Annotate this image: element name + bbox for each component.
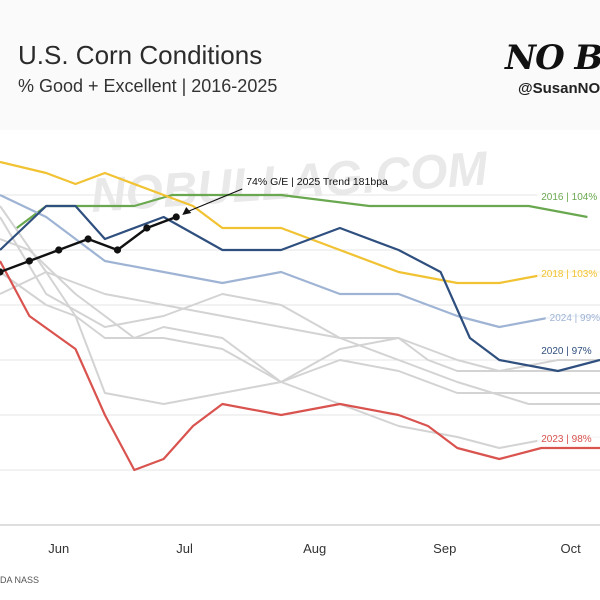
current-year-point <box>172 213 180 221</box>
social-handle: @SusanNO <box>518 80 600 97</box>
series-label-bg <box>537 267 600 281</box>
historical-series-line <box>0 216 600 405</box>
series-label-bg <box>537 344 600 358</box>
series-label-bg <box>545 311 600 325</box>
annotation-label: 74% G/E | 2025 Trend 181bpa <box>246 176 388 188</box>
brand-logo: NO B <box>505 38 600 78</box>
x-axis-ticks: Jun Jul Aug Sep Oct <box>48 541 581 556</box>
current-year-point <box>0 268 4 276</box>
series-line <box>0 204 600 373</box>
series-label: 2023 | 98% <box>541 434 592 445</box>
series-line <box>0 160 600 285</box>
series-labels: 2016 | 104% 2018 | 103% 2024 | 99% 2020 | 9… <box>537 190 600 446</box>
series-label: 2024 | 99% <box>550 313 600 324</box>
series-line <box>0 260 600 472</box>
series-label-bg <box>537 190 600 204</box>
historical-series-line <box>0 238 600 394</box>
series-label: 2020 | 97% <box>541 346 592 357</box>
historical-series-line <box>0 271 600 405</box>
series-line <box>0 194 600 329</box>
x-tick-label: Jul <box>176 541 193 556</box>
series-label: 2016 | 104% <box>541 192 597 203</box>
historical-series-line <box>0 205 600 372</box>
current-year-point <box>55 246 63 254</box>
source-note: DA NASS <box>0 575 40 585</box>
x-tick-label: Sep <box>433 541 456 556</box>
chart-header: U.S. Corn Conditions % Good + Excellent … <box>0 0 600 130</box>
current-year-point <box>25 257 33 265</box>
x-tick-label: Oct <box>561 541 582 556</box>
chart-title: U.S. Corn Conditions <box>18 40 263 70</box>
annotation-arrowhead <box>182 207 192 215</box>
current-year-point <box>113 246 122 254</box>
series-label-bg <box>537 432 600 446</box>
historical-series-line <box>0 271 600 449</box>
grid-lines <box>0 194 600 526</box>
chart-subtitle: % Good + Excellent | 2016-2025 <box>18 76 278 96</box>
series-label: 2018 | 103% <box>541 269 597 280</box>
current-year-point <box>143 224 151 232</box>
series-lines <box>0 160 600 472</box>
annotation: 74% G/E | 2025 Trend 181bpa <box>182 176 388 215</box>
x-tick-label: Jun <box>48 541 69 556</box>
annotation-arrow <box>183 188 243 214</box>
x-tick-label: Aug <box>303 541 326 556</box>
current-year-point <box>84 235 92 243</box>
